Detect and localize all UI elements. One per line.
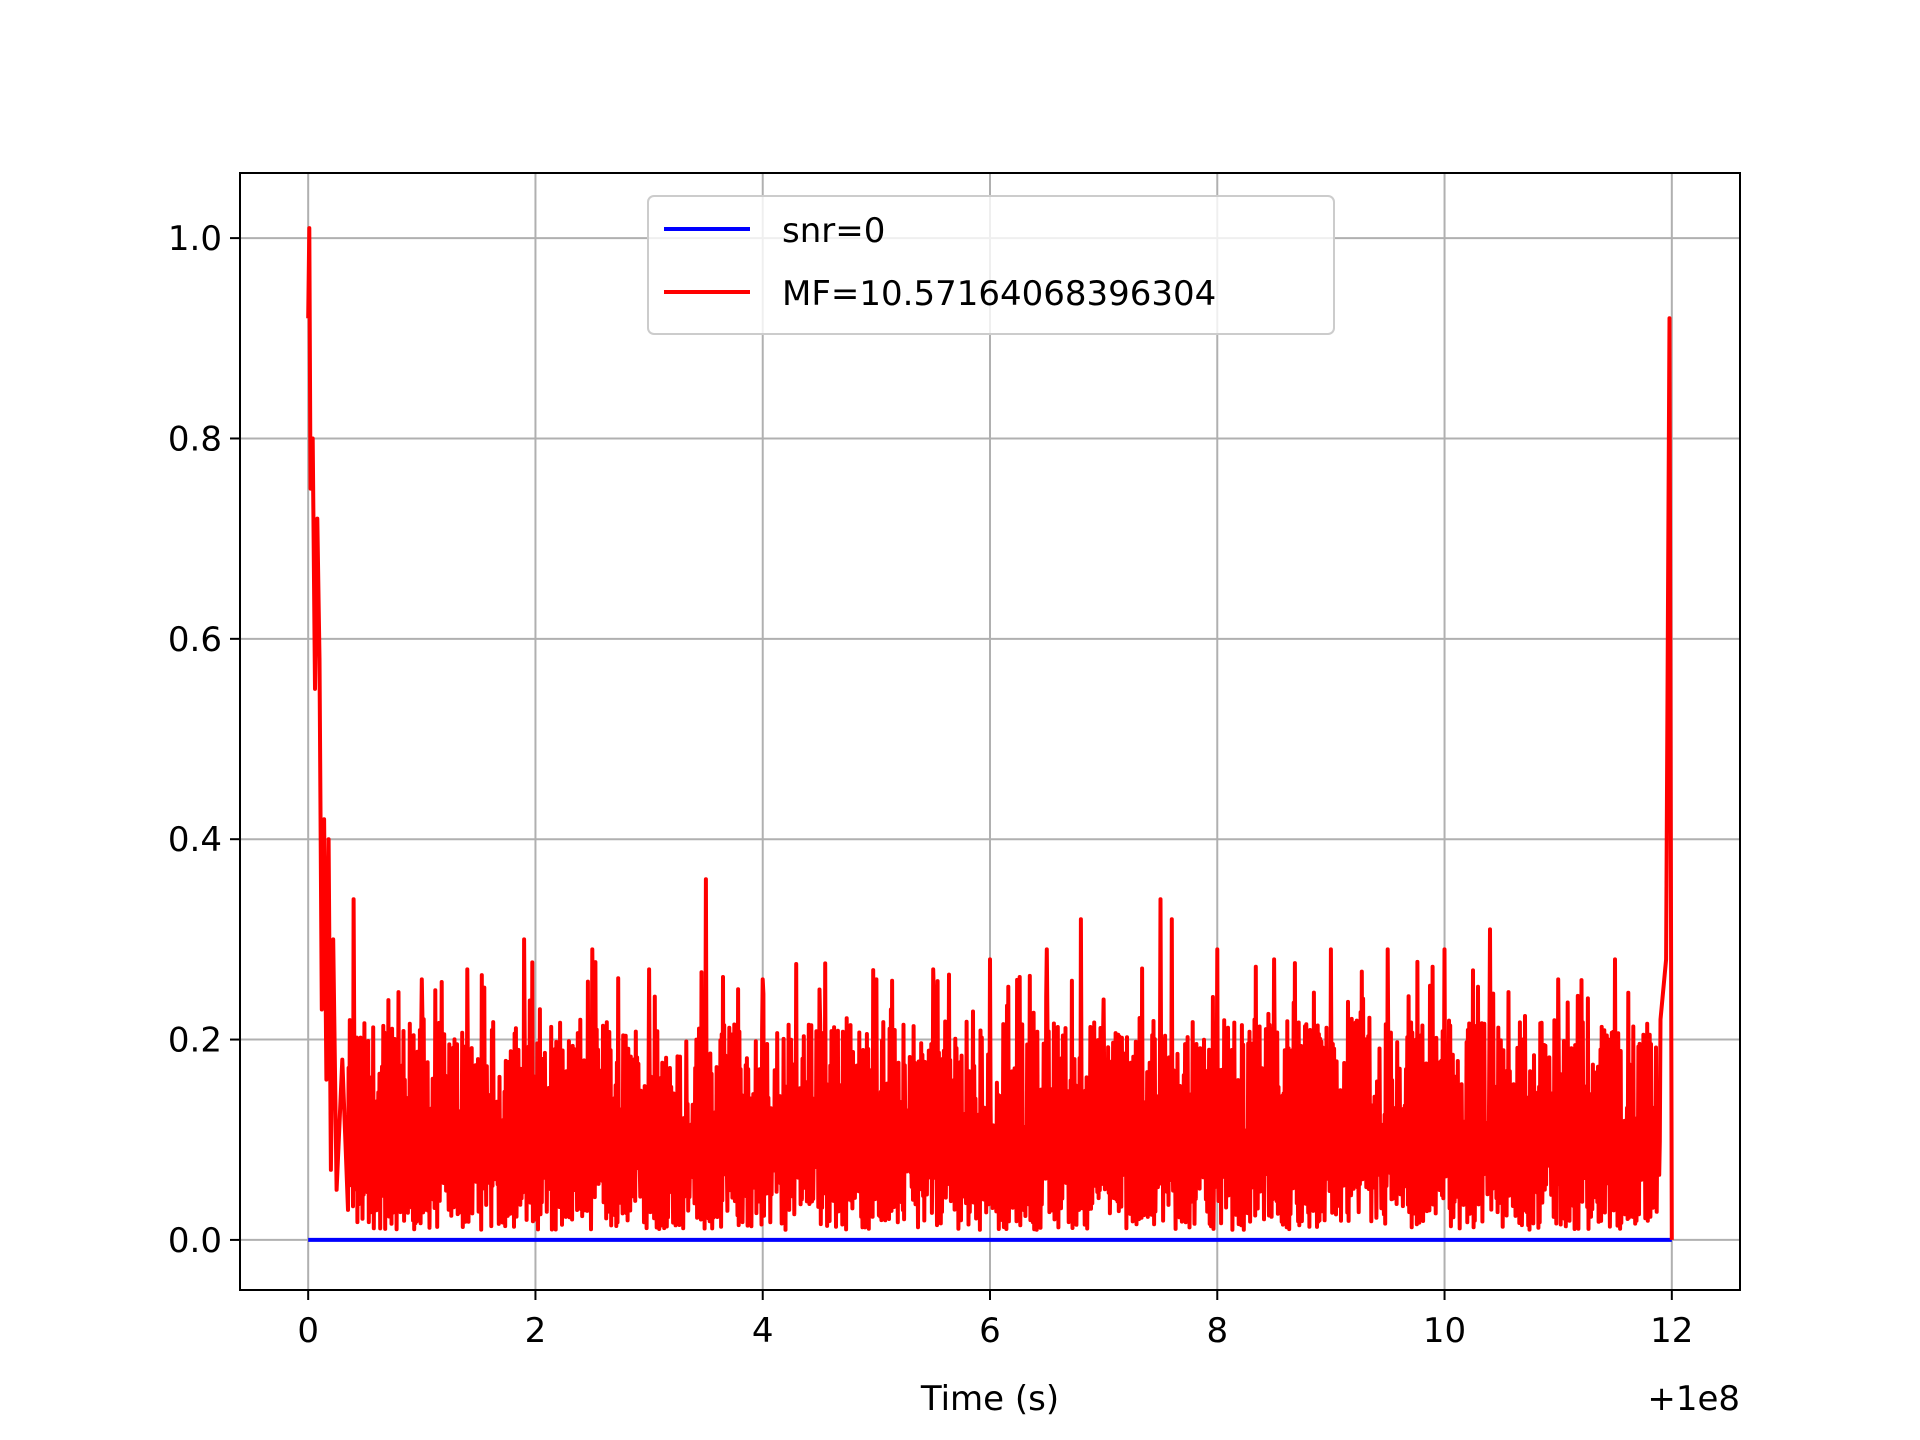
series-line-mf (306, 226, 1674, 1240)
legend-label-snr: snr=0 (782, 211, 885, 251)
y-tick-label: 0.0 (168, 1221, 222, 1261)
x-axis: 0 2 4 6 8 10 12 (297, 1290, 1693, 1351)
y-tick-label: 0.8 (168, 419, 222, 459)
x-tick-label: 2 (525, 1311, 547, 1351)
x-tick-label: 8 (1206, 1311, 1228, 1351)
y-tick-label: 0.2 (168, 1021, 222, 1061)
x-tick-label: 10 (1423, 1311, 1466, 1351)
x-tick-label: 12 (1650, 1311, 1693, 1351)
legend: snr=0 MF=10.57164068396304 (647, 195, 1335, 335)
x-tick-label: 6 (979, 1311, 1001, 1351)
y-tick-label: 0.4 (168, 820, 222, 860)
legend-box (647, 195, 1335, 335)
y-tick-label: 0.6 (168, 620, 222, 660)
x-tick-label: 0 (297, 1311, 319, 1351)
y-tick-label: 1.0 (168, 219, 222, 259)
x-axis-offset-label: +1e8 (1647, 1379, 1740, 1419)
series-layer (306, 226, 1674, 1242)
y-axis: 0.0 0.2 0.4 0.6 0.8 1.0 (168, 219, 240, 1261)
x-tick-label: 4 (752, 1311, 774, 1351)
x-axis-label: Time (s) (920, 1379, 1059, 1419)
legend-label-mf: MF=10.57164068396304 (782, 274, 1216, 314)
